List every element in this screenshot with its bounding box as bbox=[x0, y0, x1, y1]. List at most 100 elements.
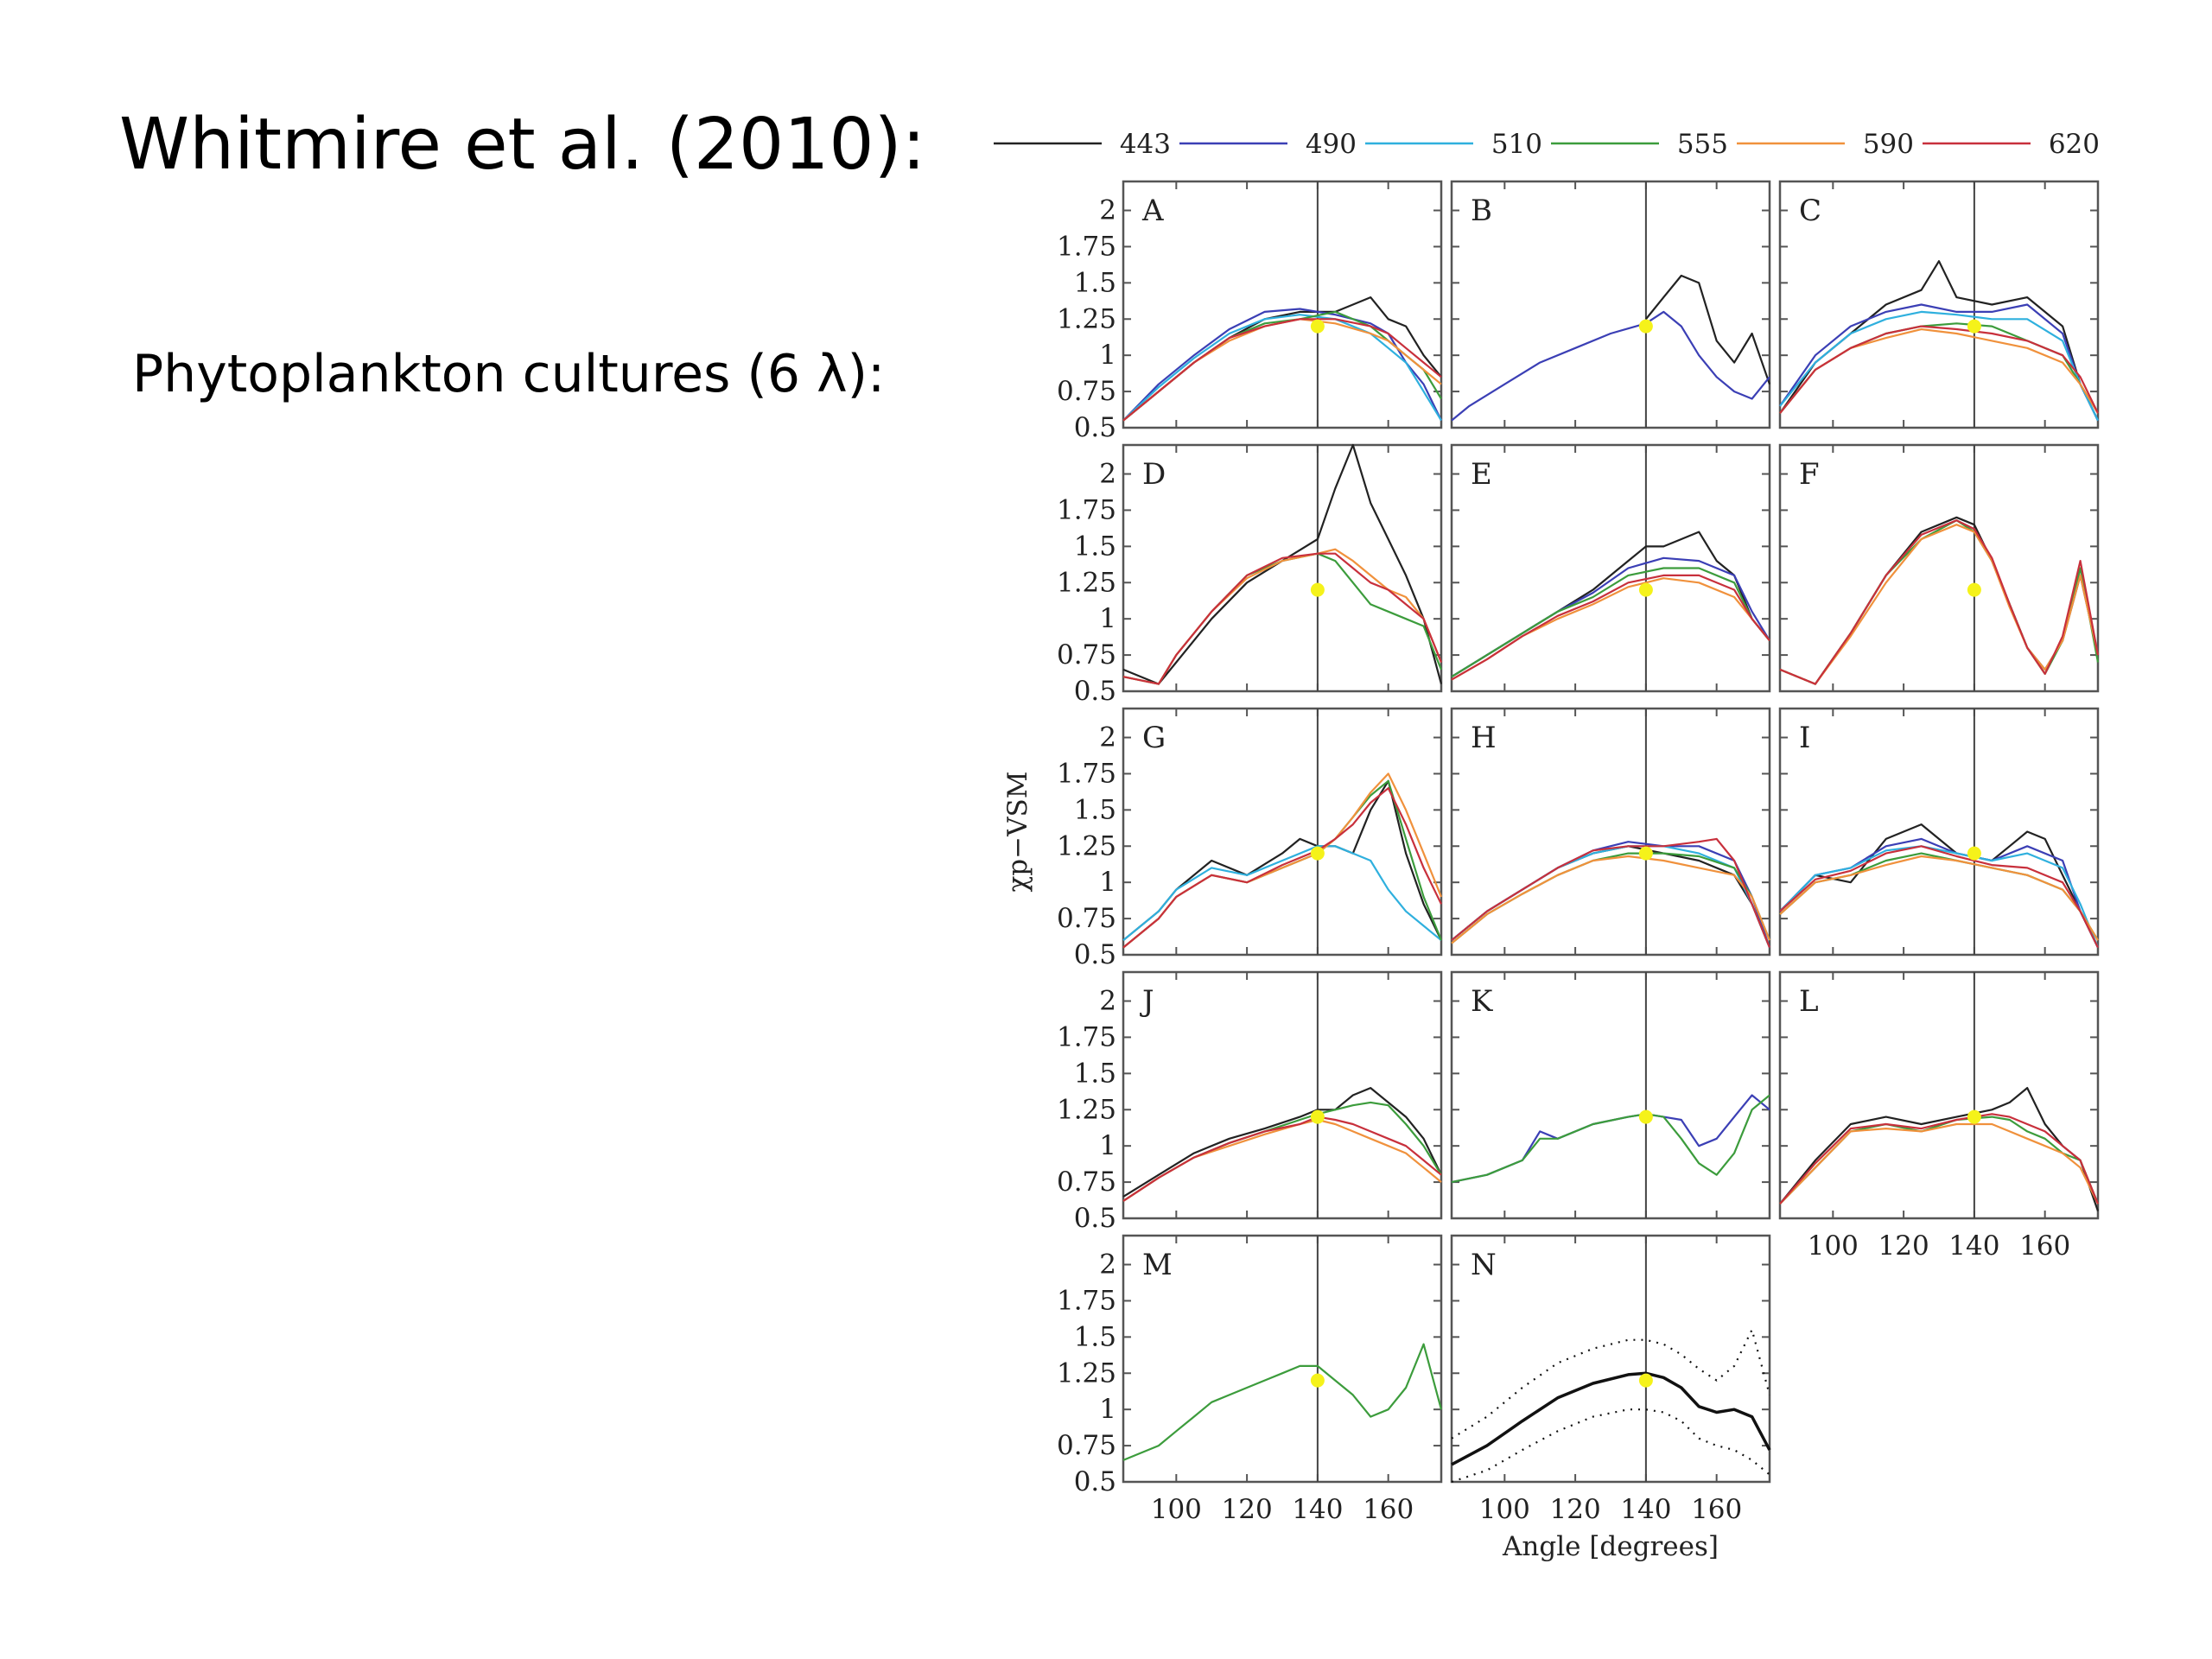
panel-frame-L bbox=[1778, 970, 2100, 1220]
y-tick-label: 1 bbox=[1099, 1394, 1116, 1425]
legend-label-490: 490 bbox=[1306, 129, 1357, 160]
series-L-590 bbox=[1779, 1122, 2099, 1205]
series-J-620 bbox=[1122, 1116, 1442, 1202]
series-A-510 bbox=[1122, 314, 1442, 422]
panel-frame-E bbox=[1450, 443, 1771, 693]
slide-subtitle: Phytoplankton cultures (6 λ): bbox=[132, 344, 886, 404]
y-tick-label: 1.75 bbox=[1057, 758, 1116, 789]
series-I-620 bbox=[1779, 845, 2099, 949]
series-N-upper bbox=[1451, 1328, 1771, 1440]
panel-frame-F bbox=[1778, 443, 2100, 693]
panel-letter-C: C bbox=[1799, 194, 1821, 228]
series-C-490 bbox=[1779, 303, 2099, 422]
x-tick-label: 160 bbox=[1691, 1494, 1742, 1525]
reference-marker-N bbox=[1638, 1373, 1653, 1388]
series-E-555 bbox=[1451, 567, 1770, 678]
legend-label-555: 555 bbox=[1677, 129, 1728, 160]
series-N-lower bbox=[1451, 1408, 1770, 1484]
y-tick-label: 1.75 bbox=[1057, 1285, 1116, 1316]
slide-title: Whitmire et al. (2010): bbox=[119, 104, 926, 186]
x-tick-label: 100 bbox=[1479, 1494, 1530, 1525]
panel-letter-G: G bbox=[1142, 721, 1166, 755]
y-tick-label: 1.75 bbox=[1057, 231, 1116, 262]
reference-marker-I bbox=[1967, 846, 1981, 861]
x-tick-label: 120 bbox=[1550, 1494, 1601, 1525]
panel-frame-K bbox=[1450, 970, 1771, 1220]
series-I-590 bbox=[1779, 855, 2099, 941]
reference-marker-M bbox=[1310, 1373, 1325, 1388]
y-tick-label: 2 bbox=[1099, 722, 1116, 753]
y-tick-label: 0.5 bbox=[1074, 1466, 1116, 1497]
panel-letter-J: J bbox=[1140, 984, 1154, 1019]
panel-letter-A: A bbox=[1141, 194, 1164, 228]
y-tick-label: 0.5 bbox=[1074, 939, 1116, 970]
y-tick-label: 1.25 bbox=[1057, 567, 1116, 598]
reference-marker-G bbox=[1310, 846, 1325, 861]
panel-frame-H bbox=[1450, 707, 1771, 957]
series-C-510 bbox=[1779, 310, 2099, 422]
y-tick-label: 0.75 bbox=[1057, 1166, 1116, 1198]
y-tick-label: 1.5 bbox=[1074, 531, 1116, 562]
x-tick-label: 140 bbox=[1948, 1230, 1999, 1262]
x-tick-label: 100 bbox=[1808, 1230, 1859, 1262]
reference-marker-E bbox=[1638, 582, 1653, 597]
y-tick-label: 0.5 bbox=[1074, 676, 1116, 707]
reference-marker-D bbox=[1310, 582, 1325, 597]
reference-marker-L bbox=[1967, 1109, 1981, 1124]
series-L-620 bbox=[1779, 1113, 2100, 1205]
y-axis-title: χp−VSM bbox=[1002, 772, 1033, 893]
panel-letter-E: E bbox=[1471, 457, 1492, 492]
x-tick-label: 100 bbox=[1151, 1494, 1202, 1525]
y-tick-label: 0.75 bbox=[1057, 639, 1116, 671]
panel-letter-N: N bbox=[1471, 1248, 1497, 1282]
reference-marker-K bbox=[1638, 1109, 1653, 1124]
panel-letter-D: D bbox=[1142, 457, 1166, 492]
y-tick-label: 1.5 bbox=[1074, 1321, 1116, 1352]
legend-label-590: 590 bbox=[1863, 129, 1914, 160]
reference-marker-B bbox=[1638, 319, 1653, 334]
reference-marker-C bbox=[1967, 319, 1981, 334]
panel-frame-D bbox=[1122, 443, 1443, 693]
x-tick-label: 160 bbox=[2019, 1230, 2070, 1262]
y-tick-label: 1.5 bbox=[1074, 267, 1116, 298]
series-F-590 bbox=[1779, 524, 2100, 685]
series-N-mean bbox=[1451, 1371, 1771, 1466]
y-tick-label: 1 bbox=[1099, 1130, 1116, 1161]
x-tick-label: 140 bbox=[1292, 1494, 1343, 1525]
reference-marker-F bbox=[1967, 582, 1981, 597]
legend-label-620: 620 bbox=[2049, 129, 2100, 160]
y-tick-label: 1.5 bbox=[1074, 794, 1116, 825]
y-tick-label: 1.25 bbox=[1057, 1357, 1116, 1389]
series-H-590 bbox=[1451, 855, 1771, 944]
series-G-620 bbox=[1122, 787, 1442, 949]
panel-letter-K: K bbox=[1471, 984, 1493, 1019]
panel-frame-M bbox=[1122, 1234, 1443, 1484]
series-J-443 bbox=[1122, 1086, 1442, 1198]
panel-frame-J bbox=[1122, 970, 1443, 1220]
y-tick-label: 1.25 bbox=[1057, 830, 1116, 861]
series-B-443 bbox=[1645, 274, 1771, 385]
panel-frame-A bbox=[1122, 180, 1443, 429]
y-tick-label: 1.25 bbox=[1057, 1094, 1116, 1125]
panel-letter-I: I bbox=[1799, 721, 1810, 755]
y-tick-label: 1.25 bbox=[1057, 303, 1116, 334]
y-tick-label: 2 bbox=[1099, 986, 1116, 1017]
series-D-443 bbox=[1122, 443, 1443, 685]
panel-letter-H: H bbox=[1471, 721, 1497, 755]
panel-frame-I bbox=[1778, 707, 2100, 957]
y-tick-label: 0.75 bbox=[1057, 1430, 1116, 1461]
y-tick-label: 1 bbox=[1099, 340, 1116, 371]
y-tick-label: 1 bbox=[1099, 603, 1116, 634]
y-tick-label: 2 bbox=[1099, 195, 1116, 226]
panel-letter-M: M bbox=[1142, 1248, 1173, 1282]
series-D-620 bbox=[1122, 552, 1443, 685]
y-tick-label: 0.75 bbox=[1057, 903, 1116, 934]
reference-marker-H bbox=[1638, 846, 1653, 861]
y-tick-label: 2 bbox=[1099, 1249, 1116, 1281]
y-tick-label: 0.5 bbox=[1074, 1203, 1116, 1234]
legend-label-443: 443 bbox=[1120, 129, 1171, 160]
x-tick-label: 120 bbox=[1878, 1230, 1929, 1262]
series-A-620 bbox=[1122, 318, 1442, 422]
panel-frame-B bbox=[1450, 180, 1771, 429]
